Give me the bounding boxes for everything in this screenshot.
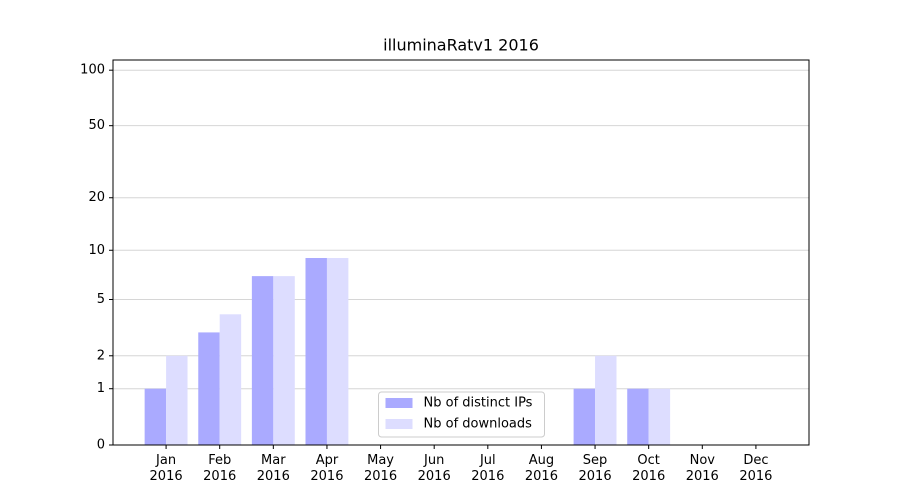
chart-title: illuminaRatv1 2016: [383, 36, 539, 55]
legend-label: Nb of distinct IPs: [424, 396, 533, 411]
x-tick-label: Jan 2016: [149, 453, 183, 484]
bar: [627, 388, 649, 445]
legend-box: [378, 391, 545, 438]
bar: [144, 388, 167, 445]
y-tick-label: 20: [88, 190, 105, 205]
y-tick-label: 50: [88, 118, 105, 133]
bar: [198, 332, 220, 445]
x-tick-label: Feb 2016: [203, 453, 237, 484]
bar: [251, 276, 274, 445]
bar: [648, 388, 671, 445]
legend-label: Nb of downloads: [424, 417, 533, 432]
bar: [595, 355, 617, 445]
legend-swatch: [385, 419, 413, 429]
y-tick-label: 100: [80, 63, 105, 78]
bar: [166, 355, 188, 445]
x-tick-label: Dec 2016: [739, 453, 773, 484]
x-tick-label: Jun 2016: [417, 453, 451, 484]
x-tick-label: Apr 2016: [310, 453, 344, 484]
plot-frame: [112, 59, 810, 446]
y-tick-label: 1: [97, 381, 105, 396]
x-tick-label: Mar 2016: [256, 453, 290, 484]
x-tick-label: Sep 2016: [578, 453, 612, 484]
legend: Nb of distinct IPs Nb of downloads: [378, 391, 545, 438]
x-tick-label: Aug 2016: [524, 453, 558, 484]
y-tick-label: 5: [97, 292, 105, 307]
bar: [573, 388, 596, 445]
bar: [219, 314, 242, 445]
bar: [305, 257, 327, 445]
x-tick-label: Jul 2016: [471, 453, 505, 484]
x-tick-label: Nov 2016: [685, 453, 719, 484]
x-tick-label: May 2016: [364, 453, 398, 484]
bar: [273, 276, 295, 445]
bar: [326, 257, 349, 445]
x-tick-label: Oct 2016: [632, 453, 666, 484]
y-tick-label: 0: [97, 438, 105, 453]
y-tick-label: 10: [88, 243, 105, 258]
legend-swatch: [385, 398, 413, 408]
y-tick-label: 2: [97, 348, 105, 363]
